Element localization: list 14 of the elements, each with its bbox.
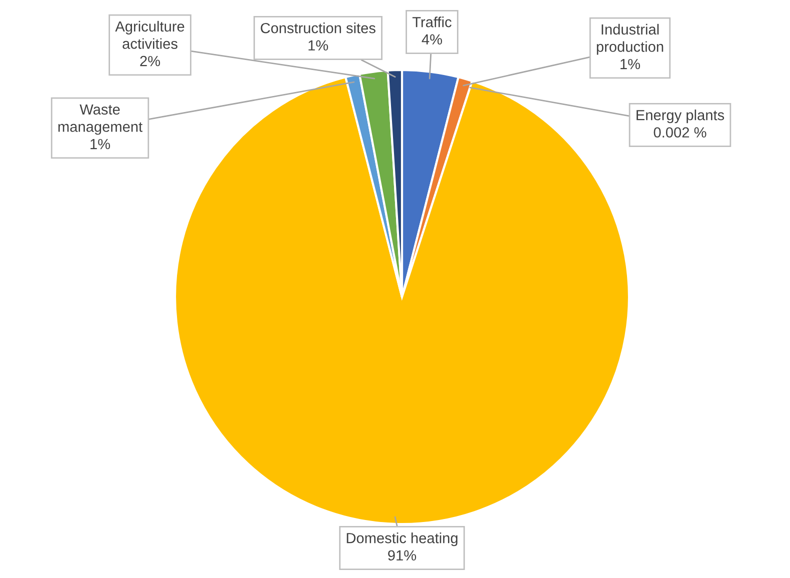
data-label: 1%: [620, 58, 640, 70]
data-label: 4%: [422, 34, 442, 45]
slice-label: Agriculture activities: [115, 20, 184, 49]
slice-label: Domestic heating: [346, 532, 458, 546]
data-label: 1%: [308, 40, 328, 51]
data-label: 2%: [140, 56, 160, 66]
data-label: 0.002 %: [654, 127, 706, 138]
slice-label: Construction sites: [260, 22, 376, 34]
slice-label: Industrial production: [596, 24, 664, 55]
data-label: 91%: [388, 550, 416, 561]
data-label: 1%: [90, 138, 110, 150]
slice-label: Waste management: [58, 104, 142, 135]
slice-label: Energy plants: [636, 110, 724, 124]
slice-label: Traffic: [412, 16, 452, 28]
